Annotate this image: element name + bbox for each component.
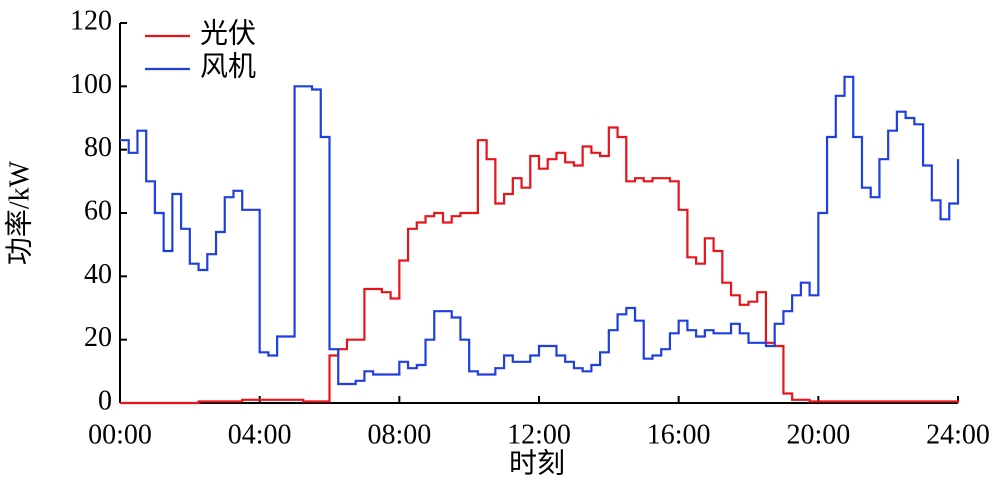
y-tick-label: 120 xyxy=(70,5,112,36)
line-series xyxy=(120,75,960,386)
legend-label: 光伏 xyxy=(200,17,256,49)
legend-label: 风机 xyxy=(200,50,256,82)
x-tick-label: 16:00 xyxy=(647,419,711,450)
x-tick-label: 04:00 xyxy=(228,419,292,450)
x-axis-label: 时刻 xyxy=(509,447,565,479)
x-tick-label: 00:00 xyxy=(88,419,152,450)
x-tick-label: 20:00 xyxy=(786,419,850,450)
line-series xyxy=(120,126,960,405)
x-tick-label: 24:00 xyxy=(926,419,990,450)
y-tick-label: 20 xyxy=(84,322,112,353)
y-tick-label: 0 xyxy=(98,385,112,416)
y-tick-label: 60 xyxy=(84,195,112,226)
y-tick-label: 100 xyxy=(70,69,112,100)
y-axis-label: 功率/kW xyxy=(3,160,35,265)
x-tick-label: 12:00 xyxy=(507,419,571,450)
x-tick-label: 08:00 xyxy=(367,419,431,450)
y-tick-label: 80 xyxy=(84,132,112,163)
y-tick-label: 40 xyxy=(84,259,112,290)
